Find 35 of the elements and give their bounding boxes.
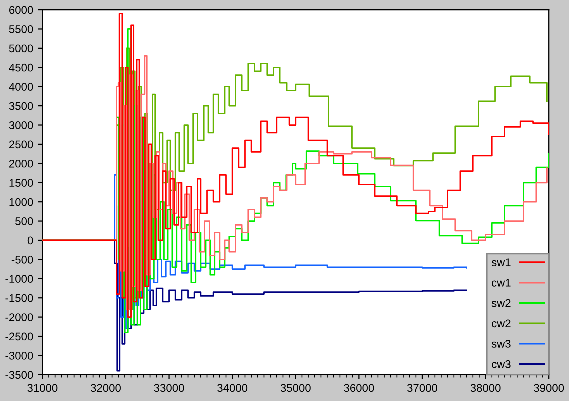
x-tick-label: 38000	[470, 384, 501, 392]
x-tick-label: 37000	[407, 384, 438, 392]
x-tick-label: 32000	[90, 384, 121, 392]
y-tick-label: 5500	[9, 26, 34, 34]
x-tick-label: 36000	[344, 384, 374, 392]
y-tick-label: 4500	[9, 64, 34, 72]
y-tick-label: 3000	[9, 122, 34, 130]
legend-label: cw1	[492, 279, 511, 287]
y-tick-label: 1500	[10, 179, 34, 188]
y-tick-label: 2500	[9, 140, 34, 149]
y-tick-label: -1000	[6, 275, 34, 284]
y-tick-label: 2000	[9, 160, 34, 168]
y-tick-label: 6000	[9, 6, 34, 14]
y-tick-label: 5000	[9, 44, 34, 53]
legend-label: sw1	[492, 258, 511, 267]
y-tick-label: 3500	[9, 102, 34, 110]
y-tick-label: -2000	[6, 314, 34, 322]
x-tick-label: 34000	[218, 384, 248, 392]
y-tick-label: -500	[12, 256, 34, 264]
y-tick-label: -1500	[6, 294, 34, 302]
legend-label: sw2	[492, 299, 511, 308]
y-tick-label: 4000	[9, 83, 34, 91]
y-tick-label: 1000	[10, 198, 34, 206]
legend-label: sw3	[492, 340, 511, 348]
legend-label: cw3	[492, 360, 511, 368]
x-tick-label: 35000	[280, 384, 311, 392]
y-tick-label: 500	[16, 218, 34, 226]
y-tick-label: -2500	[6, 332, 34, 341]
y-tick-label: -3500	[6, 371, 34, 380]
y-tick-label: -3000	[6, 352, 34, 360]
legend-label: cw2	[492, 320, 511, 328]
x-tick-label: 39000	[534, 384, 564, 392]
x-tick-label: 31000	[28, 384, 58, 392]
y-tick-label: 0	[28, 236, 34, 245]
x-tick-label: 33000	[154, 384, 184, 392]
